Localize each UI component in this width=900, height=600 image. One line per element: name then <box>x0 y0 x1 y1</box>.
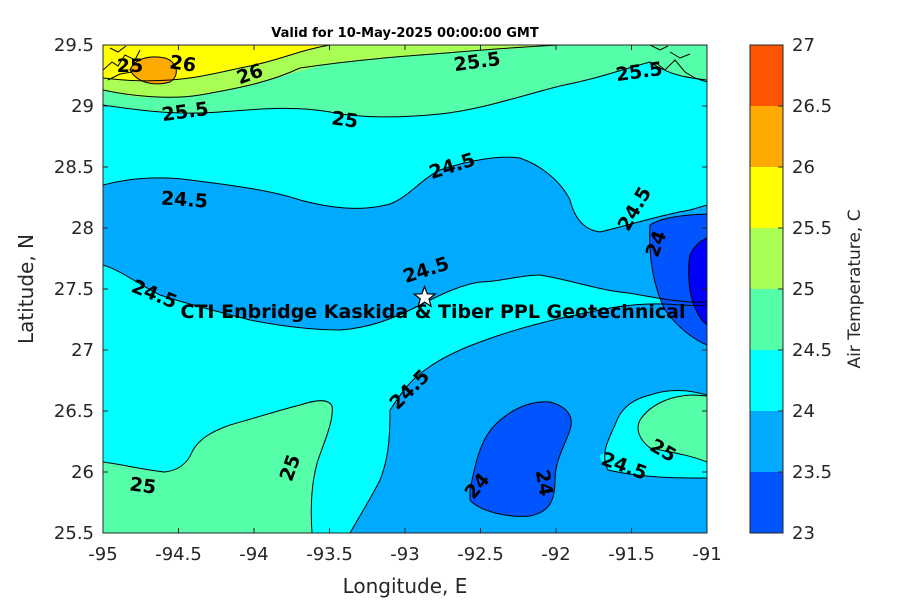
x-axis-ticks: -95 -94.5 -94 -93.5 -93 -92.5 -92 -91.5 -91 <box>88 45 722 565</box>
contour-label: 25 <box>330 107 359 132</box>
contour-label: 26 <box>168 51 197 76</box>
y-axis-ticks: 29.5 29 28.5 28 27.5 27 26.5 26 25.5 <box>54 35 707 544</box>
colorbar-tick-label: 25 <box>792 279 815 300</box>
x-tick-label: -94 <box>239 544 268 565</box>
x-tick-label: -92 <box>541 544 570 565</box>
colorbar-segment <box>750 472 783 534</box>
colorbar-tick-label: 24.5 <box>792 340 832 361</box>
y-tick-label: 29.5 <box>54 35 94 56</box>
colorbar-tick-label: 26 <box>792 157 815 178</box>
colorbar-tick-label: 24 <box>792 401 815 422</box>
contour-label: 24 <box>531 468 557 498</box>
isotherm-25-southeast <box>637 394 707 463</box>
y-tick-label: 26.5 <box>54 401 94 422</box>
colorbar-tick-label: 27 <box>792 35 815 56</box>
coastline-northwest <box>103 45 141 81</box>
isotherm-24.5-southeast <box>604 390 707 479</box>
colorbar: 27 26.5 26 25.5 25 24.5 24 23.5 23 Air Temperatu… <box>749 35 865 544</box>
colorbar-segment <box>750 411 783 473</box>
x-tick-label: -95 <box>88 544 117 565</box>
x-axis-label: Longitude, E <box>343 574 468 598</box>
star-icon <box>412 284 437 308</box>
colorbar-segment <box>750 289 783 351</box>
contour-label: 24.5 <box>160 187 208 212</box>
colorbar-segment <box>750 350 783 412</box>
site-marker: CTI Enbridge Kaskida & Tiber PPL Geotech… <box>181 284 686 323</box>
site-label: CTI Enbridge Kaskida & Tiber PPL Geotech… <box>181 301 686 323</box>
colorbar-segment <box>750 106 783 168</box>
isotherm-24.5-center <box>389 303 707 411</box>
field-23.5-24-south <box>470 401 572 517</box>
colorbar-segment <box>750 228 783 290</box>
map-title: Valid for 10-May-2025 00:00:00 GMT <box>271 26 539 41</box>
y-tick-label: 28.5 <box>54 157 94 178</box>
x-tick-label: -93 <box>390 544 419 565</box>
contour-fields <box>103 45 707 533</box>
isotherm-24.5-south <box>349 409 391 533</box>
y-axis-label: Latitude, N <box>14 234 38 344</box>
field-23-23.5-east <box>688 238 707 325</box>
y-tick-label: 26 <box>71 462 94 483</box>
y-tick-label: 25.5 <box>54 523 94 544</box>
isotherm-26.5-north <box>129 56 177 85</box>
field-25-25.5-southwest <box>103 400 333 533</box>
y-tick-label: 28 <box>71 218 94 239</box>
x-tick-label: -93.5 <box>306 544 353 565</box>
colorbar-tick-label: 23.5 <box>792 462 832 483</box>
colorbar-label: Air Temperature, C <box>845 209 865 368</box>
isotherm-24-east <box>649 213 707 346</box>
colorbar-segment <box>750 167 783 229</box>
colorbar-segment <box>750 45 783 107</box>
y-tick-label: 29 <box>71 96 94 117</box>
colorbar-tick-label: 25.5 <box>792 218 832 239</box>
field-23.5-24-east <box>649 214 707 345</box>
field-25-25.5-southeast <box>600 447 707 478</box>
y-tick-label: 27 <box>71 340 94 361</box>
x-tick-label: -94.5 <box>155 544 202 565</box>
colorbar-tick-label: 23 <box>792 523 815 544</box>
x-tick-label: -91.5 <box>608 544 655 565</box>
x-tick-label: -91 <box>692 544 721 565</box>
field-25-25.5-southeast-green <box>638 395 707 462</box>
isotherm-24-south <box>469 401 572 517</box>
isotherm-25-southwest <box>103 400 333 533</box>
isotherm-26-north <box>103 45 331 82</box>
isotherm-25.5-north <box>103 45 561 98</box>
field-26.5-27-north <box>130 56 177 84</box>
contour-label: 25 <box>128 473 157 498</box>
y-tick-label: 27.5 <box>54 279 94 300</box>
coastline-northeast <box>649 45 707 83</box>
isotherm-25-north <box>103 61 707 118</box>
x-tick-label: -92.5 <box>457 544 504 565</box>
contour-label: 25 <box>117 55 143 77</box>
isotherm-23.5-east <box>688 237 707 326</box>
isotherm-24.5-main <box>103 156 707 233</box>
contour-lines <box>103 45 707 533</box>
colorbar-tick-label: 26.5 <box>792 96 832 117</box>
